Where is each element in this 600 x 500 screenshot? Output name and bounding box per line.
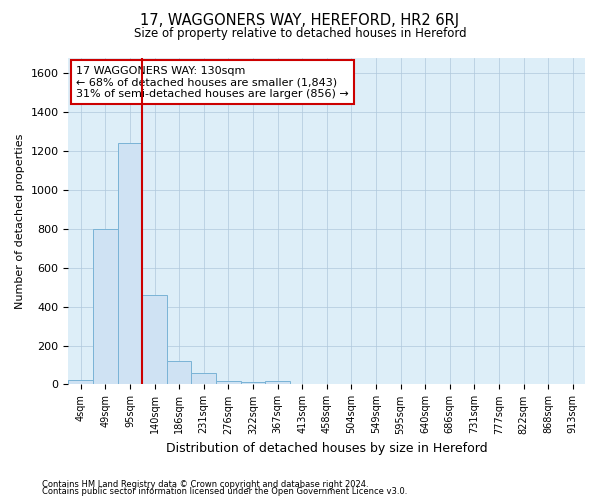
Text: Contains HM Land Registry data © Crown copyright and database right 2024.: Contains HM Land Registry data © Crown c… — [42, 480, 368, 489]
Text: Contains public sector information licensed under the Open Government Licence v3: Contains public sector information licen… — [42, 487, 407, 496]
Bar — [118, 143, 142, 384]
Text: 17, WAGGONERS WAY, HEREFORD, HR2 6RJ: 17, WAGGONERS WAY, HEREFORD, HR2 6RJ — [140, 12, 460, 28]
Bar — [241, 382, 265, 384]
Y-axis label: Number of detached properties: Number of detached properties — [15, 134, 25, 308]
Bar — [167, 361, 191, 384]
Bar — [68, 380, 93, 384]
X-axis label: Distribution of detached houses by size in Hereford: Distribution of detached houses by size … — [166, 442, 488, 455]
Bar — [216, 380, 241, 384]
Text: Size of property relative to detached houses in Hereford: Size of property relative to detached ho… — [134, 28, 466, 40]
Bar — [265, 381, 290, 384]
Bar — [191, 373, 216, 384]
Text: 17 WAGGONERS WAY: 130sqm
← 68% of detached houses are smaller (1,843)
31% of sem: 17 WAGGONERS WAY: 130sqm ← 68% of detach… — [76, 66, 349, 99]
Bar — [142, 295, 167, 384]
Bar — [93, 229, 118, 384]
